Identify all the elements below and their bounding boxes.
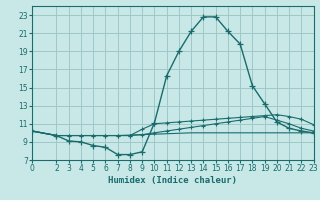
X-axis label: Humidex (Indice chaleur): Humidex (Indice chaleur) <box>108 176 237 185</box>
